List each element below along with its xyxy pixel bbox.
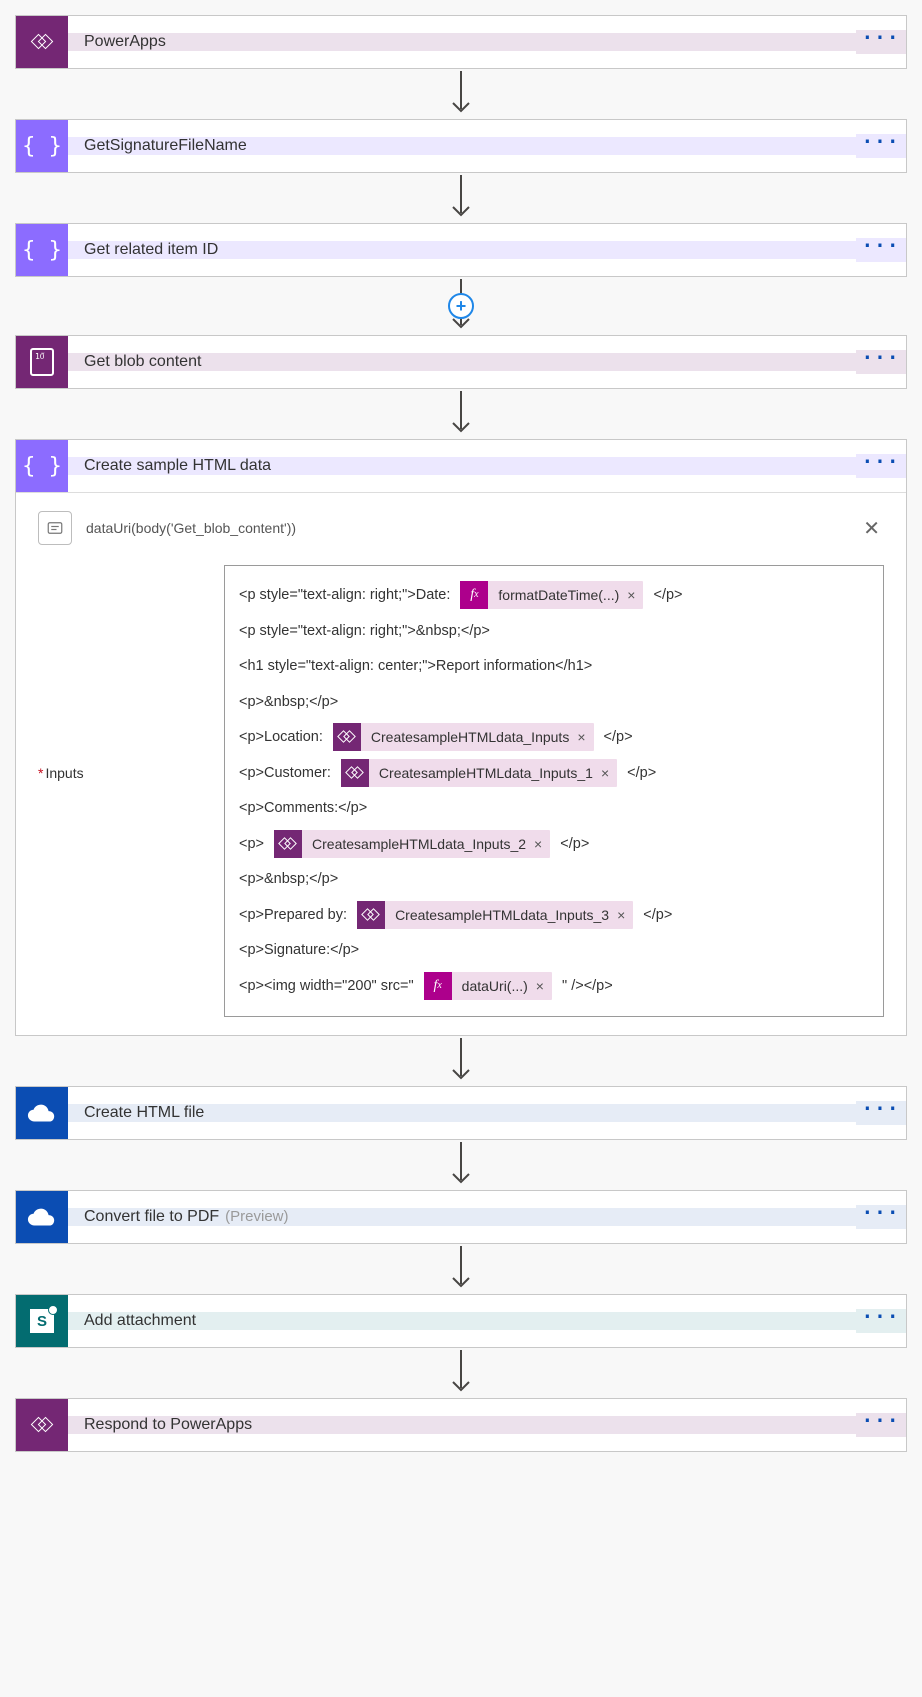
more-menu[interactable]: ··· (856, 30, 906, 54)
remove-token-icon[interactable]: × (532, 827, 550, 861)
flow-canvas: PowerApps ··· { } GetSignatureFileName ·… (15, 15, 907, 1452)
compose-icon: { } (16, 120, 68, 172)
step-title: Create HTML file (84, 1104, 204, 1122)
more-menu[interactable]: ··· (856, 1413, 906, 1437)
remove-token-icon[interactable]: × (615, 898, 633, 932)
remove-token-icon[interactable]: × (625, 578, 643, 612)
more-menu[interactable]: ··· (856, 350, 906, 374)
more-menu[interactable]: ··· (856, 134, 906, 158)
connector-arrow (15, 389, 907, 439)
step-convert-pdf[interactable]: Convert file to PDF (Preview) ··· (15, 1190, 907, 1244)
powerapps-icon (333, 723, 361, 751)
connector-arrow (15, 1036, 907, 1086)
fx-icon: fx (424, 972, 452, 1000)
step-title: GetSignatureFileName (84, 137, 247, 155)
powerapps-icon (341, 759, 369, 787)
blob-icon (16, 336, 68, 388)
token-inputs-2[interactable]: CreatesampleHTMLdata_Inputs_2 × (274, 830, 550, 858)
token-inputs-1[interactable]: CreatesampleHTMLdata_Inputs_1 × (341, 759, 617, 787)
close-icon[interactable]: ✕ (859, 514, 884, 543)
connector-arrow (15, 1140, 907, 1190)
onedrive-icon (16, 1191, 68, 1243)
powerapps-icon (274, 830, 302, 858)
token-inputs[interactable]: CreatesampleHTMLdata_Inputs × (333, 723, 594, 751)
more-menu[interactable]: ··· (856, 1205, 906, 1229)
step-title: PowerApps (84, 33, 166, 51)
step-powerapps[interactable]: PowerApps ··· (15, 15, 907, 69)
connector-arrow: + (15, 277, 907, 335)
more-menu[interactable]: ··· (856, 454, 906, 478)
remove-token-icon[interactable]: × (575, 720, 593, 754)
more-menu[interactable]: ··· (856, 1101, 906, 1125)
compose-icon: { } (16, 440, 68, 492)
add-step-button[interactable]: + (448, 293, 474, 319)
inputs-label: *Inputs (38, 565, 206, 1017)
step-title: Respond to PowerApps (84, 1416, 252, 1434)
step-get-blob[interactable]: Get blob content ··· (15, 335, 907, 389)
peek-code-icon[interactable] (38, 511, 72, 545)
powerapps-icon (16, 1399, 68, 1451)
expression-text: dataUri(body('Get_blob_content')) (86, 520, 296, 536)
more-menu[interactable]: ··· (856, 1309, 906, 1333)
token-inputs-3[interactable]: CreatesampleHTMLdata_Inputs_3 × (357, 901, 633, 929)
inputs-textarea[interactable]: <p style="text-align: right;">Date: fx f… (224, 565, 884, 1017)
onedrive-icon (16, 1087, 68, 1139)
step-title: Convert file to PDF (84, 1208, 219, 1226)
connector-arrow (15, 1244, 907, 1294)
powerapps-icon (357, 901, 385, 929)
more-menu[interactable]: ··· (856, 238, 906, 262)
compose-icon: { } (16, 224, 68, 276)
step-subtitle: (Preview) (225, 1208, 288, 1225)
token-formatdatetime[interactable]: fx formatDateTime(...) × (460, 581, 643, 609)
step-title: Create sample HTML data (84, 457, 271, 475)
connector-arrow (15, 69, 907, 119)
sharepoint-icon: S (16, 1295, 68, 1347)
step-title: Add attachment (84, 1312, 196, 1330)
step-body: dataUri(body('Get_blob_content')) ✕ *Inp… (16, 492, 906, 1035)
step-title: Get related item ID (84, 241, 218, 259)
step-get-signature[interactable]: { } GetSignatureFileName ··· (15, 119, 907, 173)
connector-arrow (15, 1348, 907, 1398)
connector-arrow (15, 173, 907, 223)
step-respond-powerapps[interactable]: Respond to PowerApps ··· (15, 1398, 907, 1452)
remove-token-icon[interactable]: × (534, 969, 552, 1003)
token-datauri[interactable]: fx dataUri(...) × (424, 972, 552, 1000)
step-create-html-file[interactable]: Create HTML file ··· (15, 1086, 907, 1140)
powerapps-icon (16, 16, 68, 68)
step-add-attachment[interactable]: S Add attachment ··· (15, 1294, 907, 1348)
remove-token-icon[interactable]: × (599, 756, 617, 790)
fx-icon: fx (460, 581, 488, 609)
step-get-related-item[interactable]: { } Get related item ID ··· (15, 223, 907, 277)
step-title: Get blob content (84, 353, 201, 371)
step-create-sample-html[interactable]: { } Create sample HTML data ··· dataUri(… (15, 439, 907, 1036)
